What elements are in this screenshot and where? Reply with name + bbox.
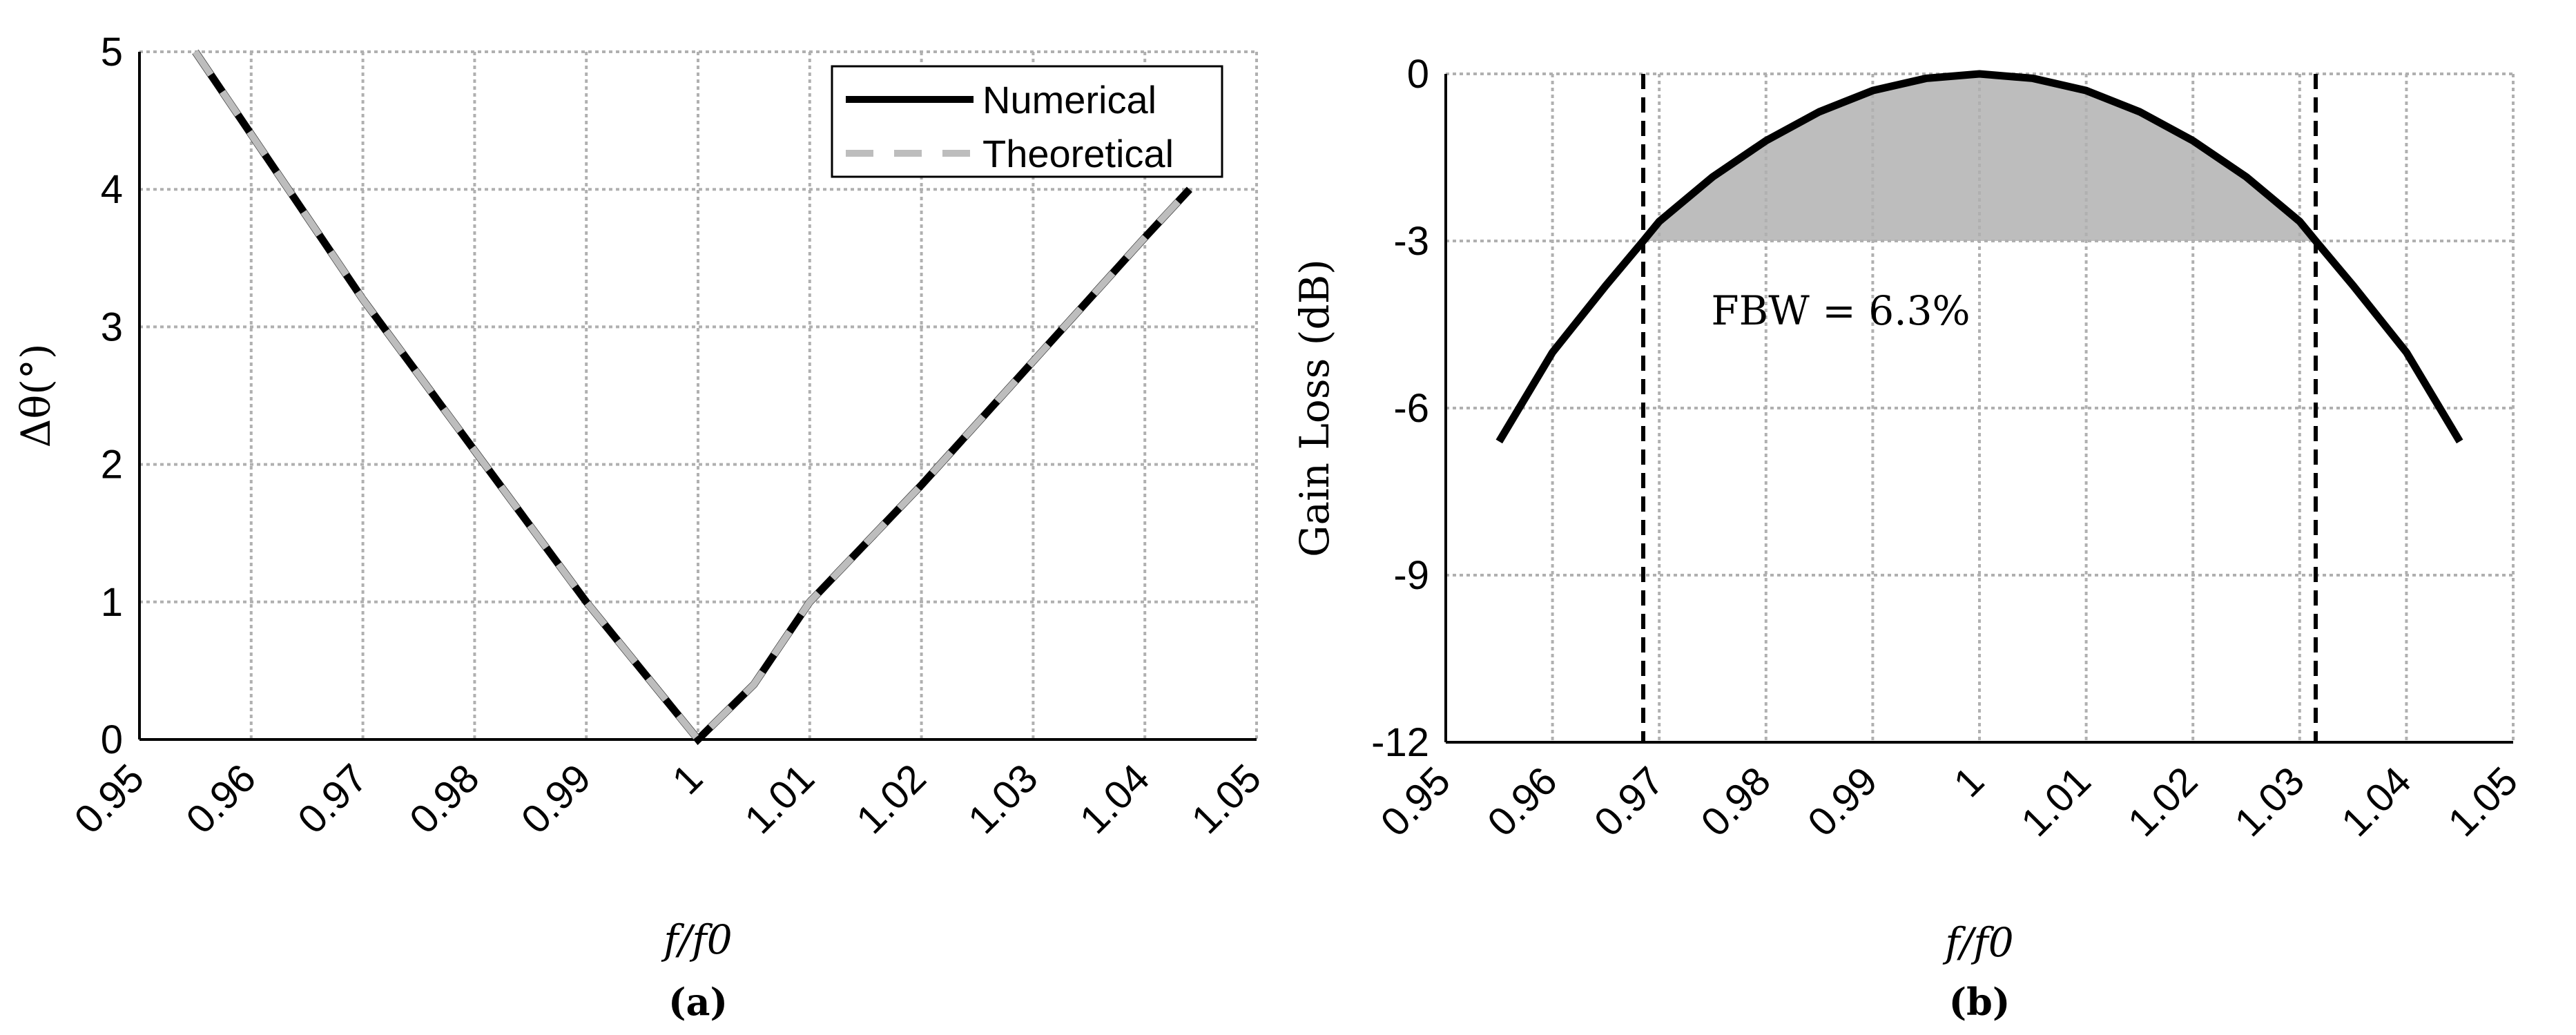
y-tick-label: -3 — [1393, 219, 1429, 264]
caption: (b) — [1949, 980, 2011, 1024]
series-line-gain-loss — [1495, 70, 2463, 444]
chart-a: 0.95 0.96 0.97 0.98 0.99 1 1.01 1.02 1.03 1.04 1.0… — [12, 30, 1270, 1024]
x-tick-label: 0.98 — [401, 755, 488, 842]
x-axis-label: f/f0 — [1942, 919, 2013, 966]
y-tick-label: -6 — [1393, 386, 1429, 431]
x-tick-label: 1 — [1945, 758, 1993, 806]
x-axis-label: f/f0 — [661, 916, 732, 963]
x-tick-label: 0.96 — [177, 755, 264, 842]
y-tick-label: 4 — [101, 167, 123, 212]
y-tick-label: 3 — [101, 304, 123, 349]
chart-b: 0.95 0.96 0.97 0.98 0.99 1 1.01 1.02 1.03 1.04 1.0… — [1291, 52, 2526, 1024]
x-tick-label: 1.01 — [2013, 758, 2100, 845]
fbw-annotation: FBW = 6.3% — [1711, 287, 1970, 334]
x-tick-label: 1 — [664, 755, 711, 803]
x-tick-label: 1.04 — [2333, 758, 2420, 845]
x-tick-label: 0.99 — [1799, 758, 1886, 845]
y-tick-label: 1 — [101, 580, 123, 625]
x-tick-label: 0.95 — [66, 755, 153, 842]
legend-label: Theoretical — [982, 132, 1174, 175]
y-tick-label: 2 — [101, 443, 123, 487]
x-tick-label: 1.03 — [960, 755, 1047, 842]
x-tick-label: 0.98 — [1692, 758, 1779, 845]
x-tick-label: 1.05 — [2439, 758, 2526, 845]
x-tick-label: 1.04 — [1072, 755, 1159, 842]
x-tick-label: 1.02 — [2120, 758, 2207, 845]
y-axis-label: Gain Loss (dB) — [1291, 259, 1338, 557]
series-line-theoretical — [192, 50, 1192, 745]
legend-label: Numerical — [982, 78, 1156, 122]
y-axis-label: Δθ(°) — [12, 343, 59, 447]
y-tick-label: -12 — [1371, 720, 1429, 765]
caption: (a) — [668, 980, 728, 1024]
x-tick-label: 0.97 — [1586, 758, 1673, 845]
x-tick-label: 1.01 — [736, 755, 823, 842]
y-tick-label: 0 — [101, 717, 123, 762]
x-tick-label: 1.03 — [2226, 758, 2313, 845]
x-tick-label: 0.99 — [513, 755, 600, 842]
y-tick-label: 5 — [101, 30, 123, 75]
x-tick-label: 0.95 — [1372, 758, 1459, 845]
legend-box — [831, 65, 1223, 178]
x-tick-label: 1.02 — [848, 755, 935, 842]
y-tick-label: 0 — [1407, 52, 1429, 97]
x-tick-label: 0.96 — [1479, 758, 1566, 845]
x-tick-label: 1.05 — [1183, 755, 1270, 842]
x-tick-label: 0.97 — [289, 755, 376, 842]
y-tick-label: -9 — [1393, 553, 1429, 598]
